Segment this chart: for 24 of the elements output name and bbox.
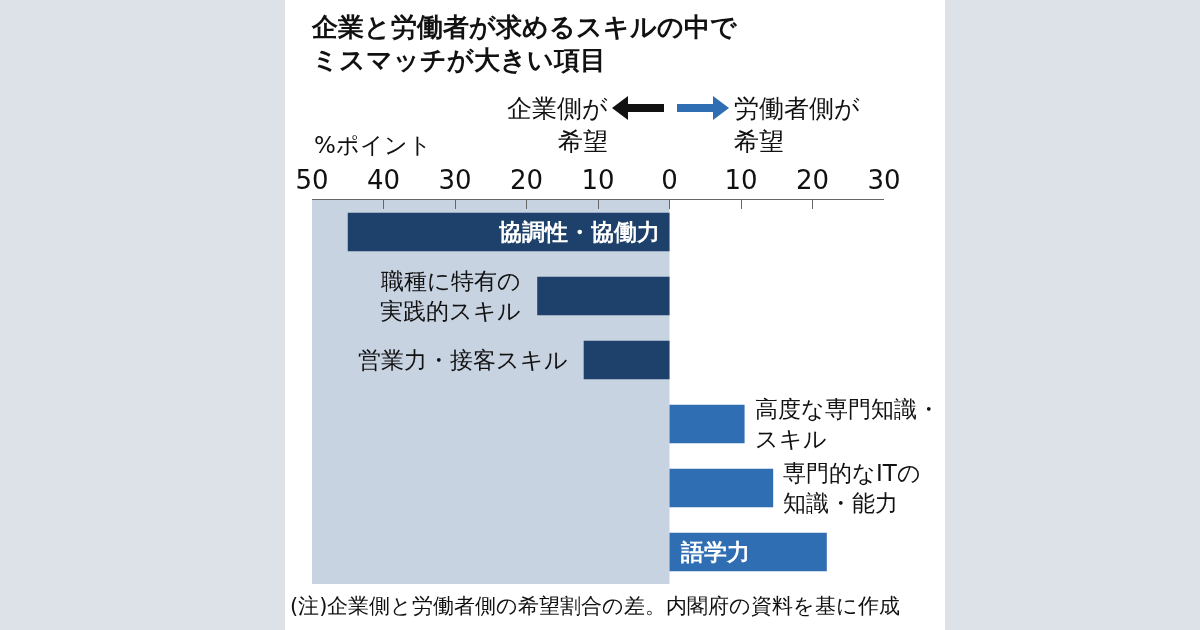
x-tick-label: 30 — [867, 164, 901, 195]
text: 労働者側が希望 — [734, 94, 860, 156]
y-tick-label: 高度な専門知識・スキル — [755, 396, 940, 452]
y-tick-label: 専門的なITの知識・能力 — [783, 460, 921, 516]
x-tick-label: 20 — [509, 164, 544, 195]
text: 企業側が希望 — [507, 94, 608, 156]
y-tick-label: 語学力 — [680, 539, 750, 565]
bar — [537, 276, 670, 316]
x-tick-label: 10 — [581, 164, 615, 195]
y-tick-label: 営業力・接客スキル — [358, 347, 568, 373]
bar — [583, 340, 670, 380]
x-tick-label: 10 — [724, 164, 758, 195]
bar — [669, 468, 774, 508]
bar — [669, 404, 745, 444]
x-tick-label: 30 — [438, 164, 472, 195]
x-axis-title: %ポイント — [314, 132, 432, 158]
x-tick-label: 50 — [295, 164, 329, 195]
x-tick-label: 20 — [795, 164, 830, 195]
chart-title: 企業と労働者が求めるスキルの中でミスマッチが大きい項目 — [311, 11, 738, 75]
text: (注)企業側と労働者側の希望割合の差。内閣府の資料を基に作成 — [290, 594, 901, 618]
y-tick-label: 協調性・協働力 — [498, 219, 660, 245]
y-tick-label: 職種に特有の実践的スキル — [380, 268, 521, 324]
x-tick-label: 0 — [661, 164, 678, 195]
x-tick-label: 40 — [366, 164, 401, 195]
